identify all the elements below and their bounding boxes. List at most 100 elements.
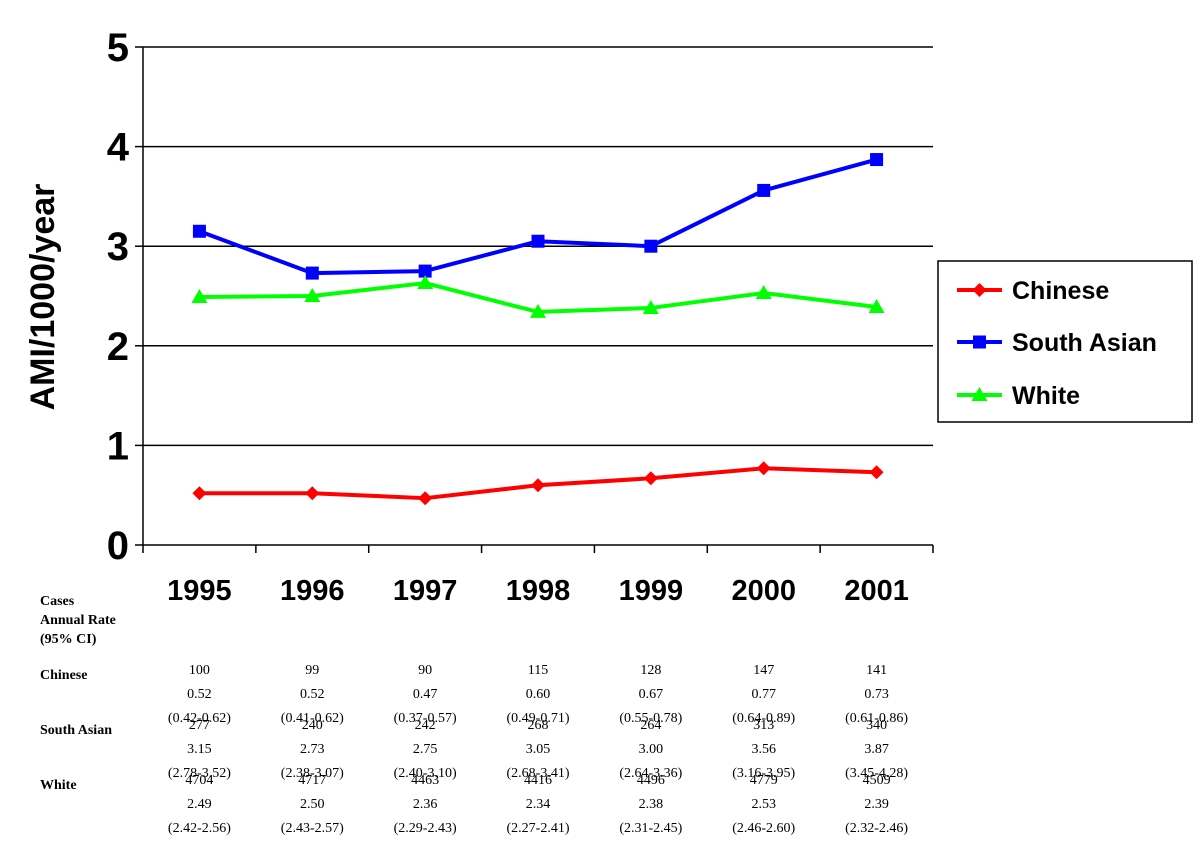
table-rate-cell: 3.05 (526, 742, 551, 757)
table-rate-cell: 2.73 (300, 742, 325, 757)
data-point-south-asian (305, 266, 319, 280)
table-ci-cell: (0.64-0.89) (732, 711, 795, 726)
table-ci-cell: (0.37-0.57) (394, 711, 457, 726)
table-cases-cell: 240 (302, 718, 323, 733)
x-tick-label: 1996 (280, 575, 345, 607)
table-rate-cell: 3.56 (751, 742, 776, 757)
y-tick-label: 4 (107, 126, 130, 170)
table-rate-cell: 2.50 (300, 797, 325, 812)
table-rate-cell: 3.87 (864, 742, 889, 757)
data-point-south-asian (418, 264, 432, 278)
table-row-label: South Asian (40, 723, 112, 738)
table-rate-cell: 2.38 (639, 797, 664, 812)
table-ci-cell: (2.42-2.56) (168, 821, 231, 836)
legend-label-south-asian: South Asian (1012, 329, 1157, 357)
table-rate-cell: 2.36 (413, 797, 438, 812)
data-point-chinese (418, 491, 433, 506)
series-white (191, 275, 885, 318)
data-point-south-asian (192, 224, 206, 238)
table-ci-cell: (2.29-2.43) (394, 821, 457, 836)
table-cases-cell: 115 (528, 663, 548, 678)
data-point-chinese (192, 486, 207, 501)
legend-marker-chinese (972, 283, 987, 297)
legend-label-white: White (1012, 382, 1080, 410)
data-point-south-asian (531, 234, 545, 248)
table-ci-cell: (2.78-3.52) (168, 766, 231, 781)
axes (135, 46, 934, 553)
table-ci-cell: (0.42-0.62) (168, 711, 231, 726)
table-cases-cell: 4496 (637, 773, 665, 788)
table-rate-cell: 2.39 (864, 797, 889, 812)
table-ci-cell: (2.40-3.10) (394, 766, 457, 781)
table-cases-cell: 340 (866, 718, 887, 733)
x-tick-label: 1998 (506, 575, 571, 607)
table-cases-cell: 100 (189, 663, 210, 678)
table-ci-cell: (2.68-3.41) (507, 766, 570, 781)
table-cases-cell: 4717 (298, 773, 326, 788)
table-rate-cell: 2.34 (526, 797, 551, 812)
table-cases-cell: 264 (640, 718, 661, 733)
table-rate-cell: 0.77 (751, 687, 776, 702)
table-cases-cell: 141 (866, 663, 887, 678)
x-tick-label: 1997 (393, 575, 458, 607)
table-header-line: Cases (40, 594, 75, 609)
data-point-south-asian (870, 153, 884, 167)
table-rate-cell: 2.49 (187, 797, 212, 812)
table-rate-cell: 0.52 (187, 687, 212, 702)
y-tick-label: 2 (107, 325, 129, 369)
table-ci-cell: (0.55-0.78) (619, 711, 682, 726)
table-cases-cell: 4779 (750, 773, 778, 788)
table-ci-cell: (0.61-0.86) (845, 711, 908, 726)
data-point-white (868, 298, 885, 313)
table-rate-cell: 3.00 (639, 742, 664, 757)
table-cases-cell: 4463 (411, 773, 439, 788)
series-chinese (192, 461, 884, 506)
table-cases-cell: 128 (640, 663, 661, 678)
table-cases-cell: 147 (753, 663, 774, 678)
table-cases-cell: 4704 (185, 773, 213, 788)
x-tick-label: 1999 (619, 575, 684, 607)
table-ci-cell: (2.43-2.57) (281, 821, 344, 836)
data-point-chinese (531, 478, 545, 493)
table-cases-cell: 242 (415, 718, 436, 733)
x-tick-label: 2000 (731, 575, 796, 607)
table-rate-cell: 0.60 (526, 687, 551, 702)
x-tick-label: 2001 (844, 575, 909, 607)
table-rate-cell: 0.47 (413, 687, 438, 702)
table-rate-cell: 2.53 (751, 797, 776, 812)
data-point-white (642, 299, 659, 314)
table-cases-cell: 313 (753, 718, 774, 733)
data-point-chinese (643, 471, 658, 486)
table-cases-cell: 277 (189, 718, 210, 733)
table-row-label: White (40, 778, 77, 793)
y-tick-label: 3 (107, 225, 129, 269)
table-cases-cell: 4416 (524, 773, 552, 788)
y-axis-label: AMI/1000/year (24, 184, 62, 411)
table-ci-cell: (2.27-2.41) (507, 821, 570, 836)
legend-marker-white (971, 387, 988, 401)
data-point-white (304, 288, 321, 302)
table-row-label: Chinese (40, 668, 87, 683)
data-point-chinese (869, 465, 884, 480)
data-point-chinese (305, 486, 320, 501)
table-rate-cell: 3.15 (187, 742, 212, 757)
y-tick-label: 1 (107, 424, 129, 468)
table-ci-cell: (0.49-0.71) (507, 711, 570, 726)
table-cases-cell: 4509 (863, 773, 891, 788)
data-point-white (530, 303, 546, 318)
data-table: Cases Annual Rate (95% CI) Chinese 100 99 90 11… (40, 594, 908, 836)
data-point-white (755, 285, 772, 300)
y-tick-label: 0 (107, 524, 129, 568)
data-point-south-asian (644, 239, 658, 253)
legend: Chinese South Asian White (937, 260, 1193, 423)
table-ci-cell: (2.31-2.45) (619, 821, 682, 836)
table-header-line: Annual Rate (40, 613, 116, 628)
table-ci-cell: (2.32-2.46) (845, 821, 908, 836)
y-tick-label: 5 (107, 26, 129, 70)
x-tick-label: 1995 (167, 575, 232, 607)
data-point-chinese (756, 461, 771, 476)
data-point-white (417, 275, 434, 290)
table-cases-cell: 90 (418, 663, 432, 678)
table-ci-cell: (2.38-3.07) (281, 766, 344, 781)
